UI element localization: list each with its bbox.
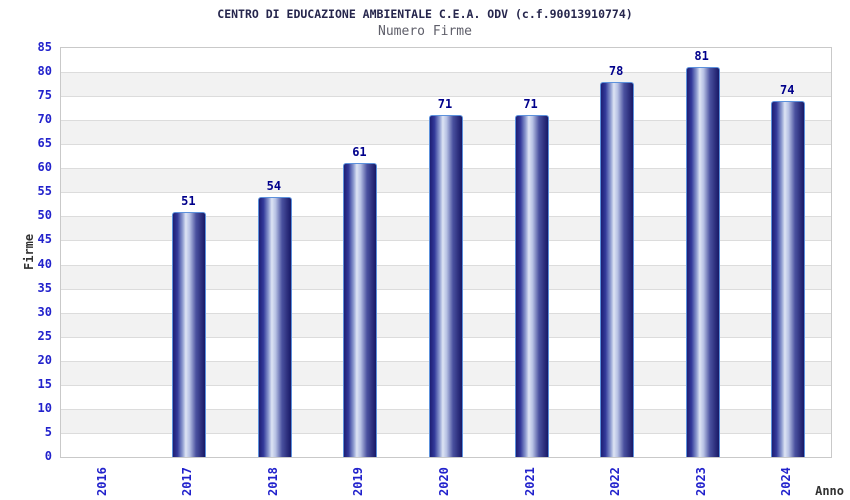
y-tick-label: 65 <box>37 136 52 151</box>
gridline <box>61 96 831 98</box>
y-tick-label: 45 <box>37 232 52 247</box>
y-tick-label: 55 <box>37 184 52 199</box>
y-tick-label: 75 <box>37 88 52 103</box>
y-tick-label: 80 <box>37 64 52 79</box>
bar-value-label: 61 <box>352 145 367 160</box>
bar-value-label: 74 <box>779 82 795 97</box>
y-axis-ticks: 0 5 10 15 20 25 30 35 40 45 50 55 60 65 70 75 80 85 <box>0 41 52 462</box>
chart-subtitle: Numero Firme <box>378 24 472 39</box>
y-tick-label: 25 <box>37 328 52 343</box>
x-tick-label: 2020 <box>437 467 451 496</box>
x-tick-label: 2017 <box>180 467 195 496</box>
bar-value-label: 51 <box>181 193 196 208</box>
bar-value-label: 81 <box>694 49 709 64</box>
y-tick-label: 0 <box>44 449 52 463</box>
x-tick-label: 2016 <box>94 467 109 496</box>
gridline <box>61 72 831 74</box>
y-tick-label: 15 <box>37 376 52 391</box>
bar <box>343 163 378 457</box>
y-tick-label: 10 <box>37 400 52 415</box>
bar <box>685 67 720 457</box>
x-tick-label: 2024 <box>779 467 794 496</box>
bar-value-label: 78 <box>608 63 624 78</box>
y-tick-label: 20 <box>37 352 52 367</box>
y-tick-label: 5 <box>44 424 52 439</box>
plot-area <box>60 47 832 458</box>
bar <box>429 115 463 457</box>
y-tick-label: 30 <box>37 304 52 319</box>
chart-title: CENTRO DI EDUCAZIONE AMBIENTALE C.E.A. O… <box>217 7 633 21</box>
bar <box>600 81 635 457</box>
bar <box>514 115 549 457</box>
x-tick-label: 2022 <box>608 467 623 496</box>
x-tick-label: 2019 <box>351 467 366 496</box>
y-tick-label: 60 <box>37 160 52 175</box>
x-tick-label: 2021 <box>522 467 537 496</box>
x-tick-label: 2018 <box>265 467 280 496</box>
y-tick-label: 85 <box>37 40 52 54</box>
y-tick-label: 50 <box>37 208 52 223</box>
bar <box>172 211 207 457</box>
bar <box>257 197 292 457</box>
y-tick-label: 35 <box>37 280 52 295</box>
y-tick-label: 40 <box>37 256 52 271</box>
x-tick-label: 2023 <box>693 467 708 496</box>
y-tick-label: 70 <box>37 112 52 127</box>
x-axis-label: Anno <box>815 484 844 498</box>
bar-value-label: 71 <box>437 97 453 112</box>
bar-value-label: 71 <box>523 97 538 112</box>
bar-value-label: 54 <box>266 179 282 194</box>
bar <box>771 100 806 457</box>
